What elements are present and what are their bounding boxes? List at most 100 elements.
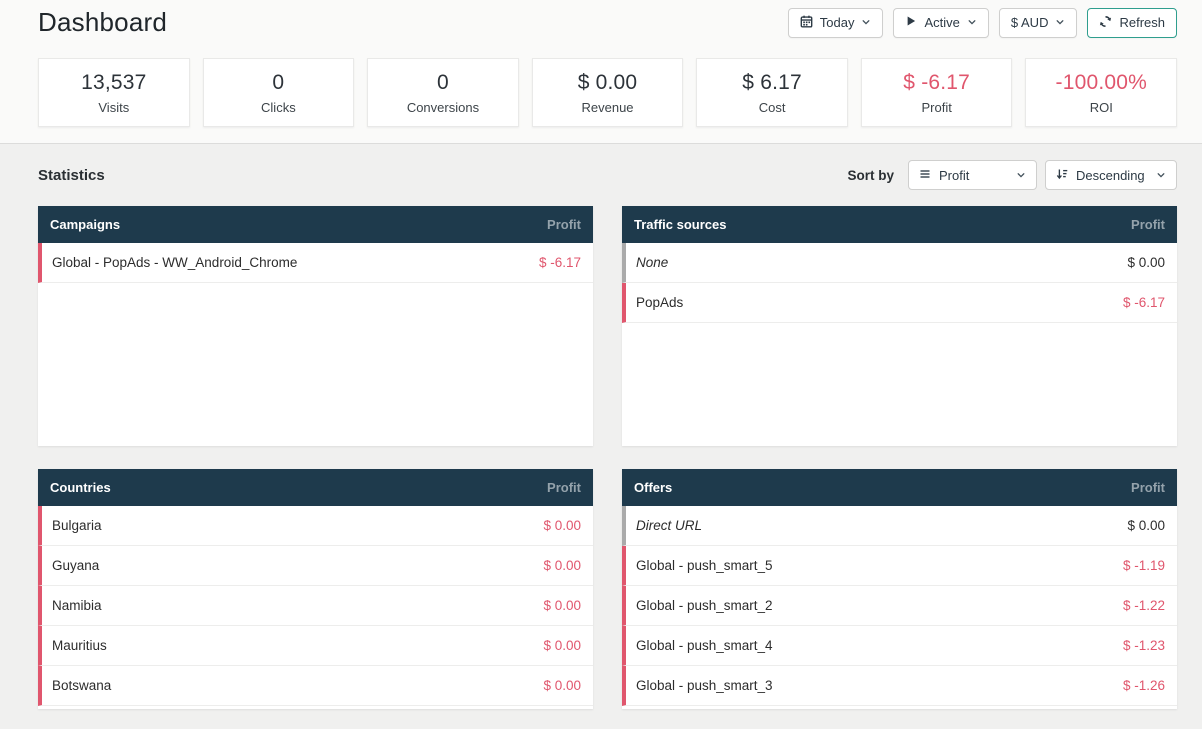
row-name: Direct URL xyxy=(636,518,703,533)
currency-label: $ AUD xyxy=(1010,15,1049,30)
stat-card: $ 6.17 Cost xyxy=(696,58,848,127)
topbar: Dashboard Today Active xyxy=(0,0,1202,45)
top-section: Dashboard Today Active xyxy=(0,0,1202,144)
panel-body: Direct URL $ 0.00 Global - push_smart_5 … xyxy=(622,506,1177,709)
panel-body: Global - PopAds - WW_Android_Chrome $ -6… xyxy=(38,243,593,446)
statistics-section: Statistics Sort by Profit Descending xyxy=(0,144,1202,709)
panel-title: Campaigns xyxy=(50,217,121,232)
status-filter-button[interactable]: Active xyxy=(893,7,989,38)
calendar-icon xyxy=(800,15,813,31)
currency-button[interactable]: $ AUD xyxy=(998,7,1078,38)
row-value: $ 0.00 xyxy=(543,598,581,613)
row-name: PopAds xyxy=(636,295,684,310)
stat-card: 13,537 Visits xyxy=(38,58,190,127)
chevron-down-icon xyxy=(861,15,871,30)
row-name: Global - push_smart_5 xyxy=(636,558,773,573)
row-name: Global - push_smart_4 xyxy=(636,638,773,653)
stat-card: $ -6.17 Profit xyxy=(860,58,1013,127)
panel-body: None $ 0.00 PopAds $ -6.17 xyxy=(622,243,1177,446)
stat-card: -100.00% ROI xyxy=(1025,58,1178,127)
panel: Campaigns Profit Global - PopAds - WW_An… xyxy=(38,206,593,446)
sort-order-dropdown[interactable]: Descending xyxy=(1045,160,1177,190)
list-row: Global - push_smart_2 $ -1.22 xyxy=(622,586,1177,626)
list-icon xyxy=(919,168,931,183)
panel-title: Offers xyxy=(634,480,673,495)
row-value: $ 0.00 xyxy=(543,638,581,653)
date-range-label: Today xyxy=(819,15,855,30)
panel: Offers Profit Direct URL $ 0.00 Global -… xyxy=(622,469,1177,709)
list-row: Global - push_smart_5 $ -1.19 xyxy=(622,546,1177,586)
stat-label: Visits xyxy=(98,99,130,115)
row-value: $ 0.00 xyxy=(543,678,581,693)
list-row: Global - push_smart_3 $ -1.26 xyxy=(622,666,1177,706)
stat-card: $ 0.00 Revenue xyxy=(531,58,684,127)
row-name: Botswana xyxy=(52,678,112,693)
sort-descending-icon xyxy=(1056,168,1068,183)
list-row: PopAds $ -6.17 xyxy=(622,283,1177,323)
row-name: Bulgaria xyxy=(52,518,102,533)
row-value: $ -1.22 xyxy=(1122,598,1165,613)
stat-value: $ 0.00 xyxy=(577,70,638,94)
stat-value: -100.00% xyxy=(1055,70,1147,94)
topbar-actions: Today Active $ AUD xyxy=(787,7,1177,38)
list-row: Global - push_smart_4 $ -1.23 xyxy=(622,626,1177,666)
row-value: $ -6.17 xyxy=(538,255,581,270)
list-row: Guyana $ 0.00 xyxy=(38,546,593,586)
row-value: $ 0.00 xyxy=(543,518,581,533)
stat-label: Conversions xyxy=(406,99,480,115)
list-row: Bulgaria $ 0.00 xyxy=(38,506,593,546)
stat-value: 0 xyxy=(272,70,285,94)
panel-value-header: Profit xyxy=(1131,217,1165,232)
list-row: Global - PopAds - WW_Android_Chrome $ -6… xyxy=(38,243,593,283)
stat-card: 0 Conversions xyxy=(367,58,519,127)
list-row: Direct URL $ 0.00 xyxy=(622,506,1177,546)
chevron-down-icon xyxy=(1016,168,1026,183)
row-name: Global - push_smart_3 xyxy=(636,678,773,693)
panel-header: Traffic sources Profit xyxy=(622,206,1177,243)
panel-header: Countries Profit xyxy=(38,469,593,506)
row-name: Namibia xyxy=(52,598,102,613)
panels-grid: Campaigns Profit Global - PopAds - WW_An… xyxy=(38,206,1177,709)
page-title: Dashboard xyxy=(38,7,167,37)
panel: Countries Profit Bulgaria $ 0.00 Guyana … xyxy=(38,469,593,709)
chevron-down-icon xyxy=(967,15,977,30)
panel-title: Countries xyxy=(50,480,111,495)
sort-field-dropdown[interactable]: Profit xyxy=(908,160,1037,190)
statistics-heading: Statistics xyxy=(38,166,105,184)
row-value: $ -1.23 xyxy=(1122,638,1165,653)
row-value: $ 0.00 xyxy=(543,558,581,573)
stat-value: 13,537 xyxy=(81,70,147,94)
row-name: None xyxy=(636,255,669,270)
chevron-down-icon xyxy=(1055,15,1065,30)
stats-row: 13,537 Visits 0 Clicks 0 Conversions $ 0… xyxy=(38,58,1178,127)
panel-body: Bulgaria $ 0.00 Guyana $ 0.00 Namibia $ … xyxy=(38,506,593,709)
list-row: Namibia $ 0.00 xyxy=(38,586,593,626)
refresh-label: Refresh xyxy=(1119,15,1165,30)
panel-header: Campaigns Profit xyxy=(38,206,593,243)
status-filter-label: Active xyxy=(924,15,960,30)
date-range-button[interactable]: Today xyxy=(787,7,884,38)
sort-field-value: Profit xyxy=(939,167,970,183)
panel: Traffic sources Profit None $ 0.00 PopAd… xyxy=(622,206,1177,446)
list-row: None $ 0.00 xyxy=(622,243,1177,283)
row-name: Global - PopAds - WW_Android_Chrome xyxy=(52,255,298,270)
row-value: $ 0.00 xyxy=(1127,518,1165,533)
row-value: $ 0.00 xyxy=(1127,255,1165,270)
panel-value-header: Profit xyxy=(547,480,581,495)
row-name: Mauritius xyxy=(52,638,107,653)
stat-label: ROI xyxy=(1089,99,1113,115)
chevron-down-icon xyxy=(1156,168,1166,183)
refresh-button[interactable]: Refresh xyxy=(1087,7,1177,38)
refresh-icon xyxy=(1099,15,1112,31)
stat-label: Clicks xyxy=(261,99,296,115)
sort-controls: Sort by Profit Descending xyxy=(847,160,1177,190)
row-value: $ -1.19 xyxy=(1122,558,1165,573)
sort-by-label: Sort by xyxy=(847,167,894,183)
row-name: Guyana xyxy=(52,558,100,573)
stat-value: $ -6.17 xyxy=(903,70,971,94)
panel-value-header: Profit xyxy=(547,217,581,232)
stat-card: 0 Clicks xyxy=(202,58,355,127)
stat-label: Profit xyxy=(921,99,952,115)
play-icon xyxy=(905,15,917,30)
stat-value: $ 6.17 xyxy=(742,70,802,94)
